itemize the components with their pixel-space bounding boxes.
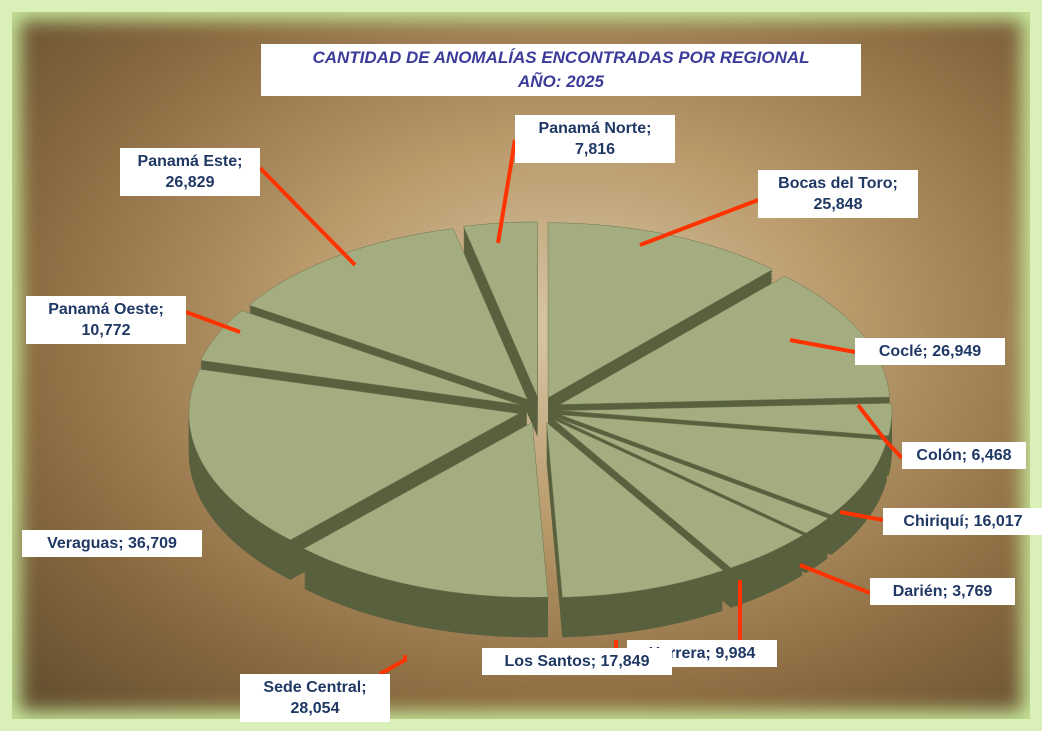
data-label: Colón; 6,468 <box>902 442 1026 469</box>
pie-plot <box>0 0 1042 731</box>
leader-line <box>380 655 405 674</box>
data-label: Chiriquí; 16,017 <box>883 508 1042 535</box>
chart: CANTIDAD DE ANOMALÍAS ENCONTRADAS POR RE… <box>0 0 1042 731</box>
data-label: Los Santos; 17,849 <box>482 648 672 675</box>
title-box: CANTIDAD DE ANOMALÍAS ENCONTRADAS POR RE… <box>261 44 861 96</box>
data-label: Darién; 3,769 <box>870 578 1015 605</box>
data-label: Panamá Norte; 7,816 <box>515 115 675 163</box>
data-label: Sede Central; 28,054 <box>240 674 390 722</box>
data-label: Bocas del Toro; 25,848 <box>758 170 918 218</box>
data-label: Veraguas; 36,709 <box>22 530 202 557</box>
data-label: Coclé; 26,949 <box>855 338 1005 365</box>
data-label: Panamá Oeste; 10,772 <box>26 296 186 344</box>
data-label: Panamá Este; 26,829 <box>120 148 260 196</box>
leader-line <box>640 200 758 245</box>
leader-line <box>260 168 355 265</box>
chart-title: CANTIDAD DE ANOMALÍAS ENCONTRADAS POR RE… <box>261 46 861 70</box>
leader-line <box>800 565 870 593</box>
chart-subtitle: AÑO: 2025 <box>261 70 861 94</box>
